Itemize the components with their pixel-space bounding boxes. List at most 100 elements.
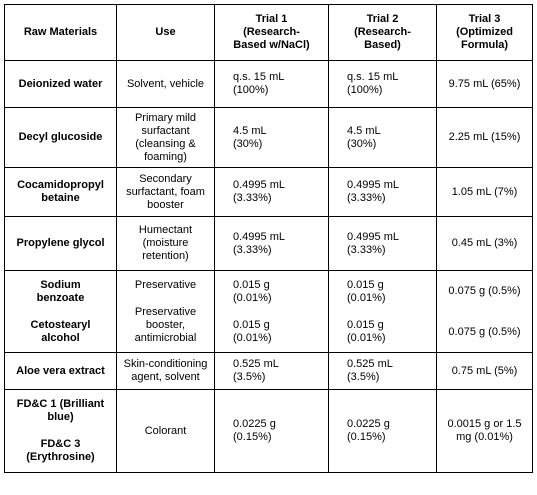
trial1-cell: 0.4995 mL (3.33%): [214, 167, 329, 217]
trial3-line: 0.075 g (0.5%): [448, 284, 521, 297]
trial2-line: (100%): [347, 84, 383, 96]
trial3-line: 1.05 mL (7%): [451, 185, 518, 198]
header-trial2-line: Trial 2: [366, 13, 399, 25]
trial3-cell: 0.45 mL (3%): [436, 216, 533, 271]
table-row: FD&C 1 (Brilliant blue) FD&C 3 (Erythros…: [4, 389, 533, 473]
use-cell: Preservative Preservative booster, antim…: [116, 270, 215, 353]
spacer: [9, 424, 112, 438]
trial2-cell: 0.4995 mL (3.33%): [328, 216, 437, 271]
trial1-line: (3.33%): [233, 243, 272, 256]
use-line: booster: [147, 198, 184, 211]
trial3-cell: 2.25 mL (15%): [436, 107, 533, 168]
trial2-line: 0.015 g: [347, 318, 384, 331]
trial2-line: (30%): [347, 137, 377, 150]
table-row: Sodium benzoate Cetostearyl alcohol Pres…: [4, 270, 533, 353]
use-line: retention): [142, 250, 189, 262]
trial2-line: 0.525 mL: [347, 358, 393, 370]
material-cell: Deionized water: [4, 60, 117, 108]
trial1-cell: q.s. 15 mL (100%): [214, 60, 329, 108]
trial2-cell: 0.525 mL (3.5%): [328, 352, 437, 390]
use-line: (moisture: [142, 237, 189, 249]
spacer: [9, 305, 112, 319]
spacer: [233, 305, 324, 319]
table-row: Decyl glucoside Primary mild surfactant …: [4, 107, 533, 168]
use-cell: Humectant (moisture retention): [116, 216, 215, 271]
material-line: Propylene glycol: [16, 237, 105, 249]
use-cell: Colorant: [116, 389, 215, 473]
header-trial2-line: (Research-: [354, 26, 411, 38]
trial3-line: 9.75 mL (65%): [448, 77, 521, 90]
trial1-line: 0.4995 mL: [233, 230, 285, 243]
header-trial1-line: Trial 1: [255, 13, 288, 25]
trial2-line: (0.01%): [347, 291, 386, 304]
trial3-cell: 0.0015 g or 1.5 mg (0.01%): [436, 389, 533, 473]
material-cell: Sodium benzoate Cetostearyl alcohol: [4, 270, 117, 353]
material-line: Deionized water: [18, 77, 103, 90]
material-line: betaine: [41, 192, 80, 204]
header-trial2: Trial 2 (Research- Based): [328, 4, 437, 61]
trial1-line: (0.01%): [233, 331, 272, 344]
trial1-cell: 0.0225 g (0.15%): [214, 389, 329, 473]
use-cell: Solvent, vehicle: [116, 60, 215, 108]
spacer: [347, 305, 432, 319]
use-line: Humectant: [138, 224, 193, 236]
use-line: agent, solvent: [131, 371, 200, 383]
trial3-cell: 0.075 g (0.5%) 0.075 g (0.5%): [436, 270, 533, 353]
trial1-line: (100%): [233, 84, 269, 96]
header-trial3-line: Formula): [460, 39, 509, 51]
use-line: Solvent, vehicle: [126, 77, 205, 90]
use-cell: Skin-conditioning agent, solvent: [116, 352, 215, 390]
trial2-line: (0.01%): [347, 331, 386, 344]
material-line: alcohol: [41, 331, 80, 344]
material-line: Aloe vera extract: [16, 364, 105, 377]
trial1-line: (30%): [233, 137, 263, 150]
use-line: surfactant, foam: [126, 185, 205, 198]
material-cell: Aloe vera extract: [4, 352, 117, 390]
use-line: surfactant: [141, 124, 190, 137]
use-line: Skin-conditioning: [123, 358, 208, 370]
use-line: booster,: [145, 318, 186, 331]
trial1-line: 0.525 mL: [233, 358, 279, 370]
material-line: blue): [47, 411, 74, 423]
use-cell: Secondary surfactant, foam booster: [116, 167, 215, 217]
trial3-line: 2.25 mL (15%): [448, 131, 521, 143]
trial1-cell: 4.5 mL (30%): [214, 107, 329, 168]
trial3-cell: 1.05 mL (7%): [436, 167, 533, 217]
material-cell: Decyl glucoside: [4, 107, 117, 168]
trial2-cell: 0.4995 mL (3.33%): [328, 167, 437, 217]
header-trial1-line: (Research-: [243, 26, 300, 38]
trial3-cell: 9.75 mL (65%): [436, 60, 533, 108]
material-line: Decyl glucoside: [18, 131, 103, 143]
trial1-line: (3.5%): [233, 371, 266, 383]
trial1-line: (0.15%): [233, 431, 272, 443]
trial1-line: 4.5 mL: [233, 124, 267, 137]
trial1-line: 0.0225 g: [233, 418, 276, 430]
header-trial2-line: Based): [364, 39, 401, 51]
use-line: Secondary: [139, 172, 192, 185]
trial3-line: 0.45 mL (3%): [451, 237, 518, 249]
spacer: [441, 298, 528, 312]
trial2-cell: 0.015 g (0.01%) 0.015 g (0.01%): [328, 270, 437, 353]
spacer: [121, 292, 210, 306]
use-line: Primary mild: [134, 111, 197, 124]
trial2-line: 0.0225 g: [347, 418, 390, 430]
material-line: Cetostearyl: [30, 318, 91, 331]
header-trial3: Trial 3 (Optimized Formula): [436, 4, 533, 61]
table-row: Aloe vera extract Skin-conditioning agen…: [4, 352, 533, 390]
material-cell: Cocamidopropyl betaine: [4, 167, 117, 217]
table-row: Cocamidopropyl betaine Secondary surfacta…: [4, 167, 533, 217]
trial1-line: (3.33%): [233, 192, 272, 204]
trial1-line: 0.015 g: [233, 318, 270, 331]
header-trial1-line: Based w/NaCl): [233, 39, 310, 51]
trial3-line: mg (0.01%): [456, 431, 513, 443]
trial3-line: 0.075 g (0.5%): [448, 325, 521, 338]
trial2-line: 0.015 g: [347, 278, 384, 291]
trial2-line: (3.33%): [347, 192, 386, 204]
trial2-cell: 0.0225 g (0.15%): [328, 389, 437, 473]
trial2-line: q.s. 15 mL: [347, 71, 399, 83]
trial1-line: (0.01%): [233, 291, 272, 304]
table-row: Deionized water Solvent, vehicle q.s. 15…: [4, 60, 533, 108]
formulation-table: Raw Materials Use Trial 1 (Research- Bas…: [4, 4, 533, 473]
trial2-cell: 4.5 mL (30%): [328, 107, 437, 168]
trial1-cell: 0.015 g (0.01%) 0.015 g (0.01%): [214, 270, 329, 353]
